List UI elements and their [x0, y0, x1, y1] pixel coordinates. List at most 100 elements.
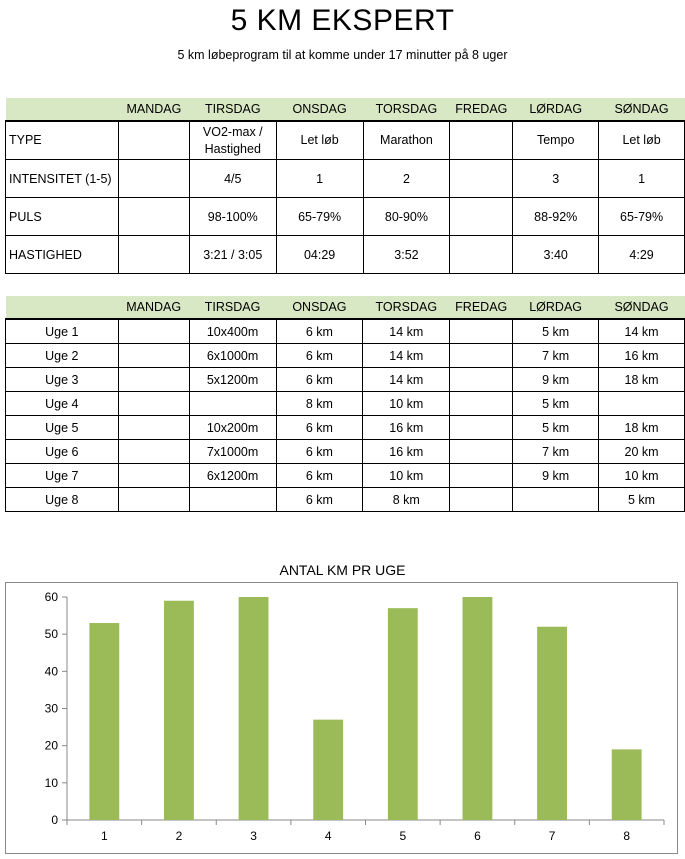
page-subtitle: 5 km løbeprogram til at komme under 17 m… — [177, 48, 508, 62]
header-row: MANDAG TIRSDAG ONSDAG TORSDAG FREDAG LØRDAG SØ… — [5, 98, 685, 121]
x-tick-label: 3 — [250, 829, 257, 843]
y-tick-label: 0 — [51, 813, 58, 827]
table-row: Uge 2 6x1000m 6 km 14 km 7 km 16 km — [5, 343, 685, 368]
table-cell: 3:21 / 3:05 — [188, 235, 277, 274]
table-row: INTENSITET (1-5) 4/5 1 2 3 1 — [5, 159, 685, 198]
table-cell: 14 km — [362, 343, 451, 368]
table-cell — [449, 391, 514, 416]
intensity-table: MANDAG TIRSDAG ONSDAG TORSDAG FREDAG LØRDAG SØ… — [5, 98, 685, 274]
table-cell: VO2-max / Hastighed — [188, 120, 277, 160]
day-header: ONSDAG — [276, 296, 363, 319]
table-cell: 5 km — [512, 391, 600, 416]
table-cell: 98-100% — [188, 197, 277, 236]
table-cell: 4:29 — [598, 235, 685, 274]
row-label: Uge 7 — [5, 463, 119, 488]
table-cell: 10 km — [362, 391, 451, 416]
row-label: Uge 6 — [5, 439, 119, 464]
day-header: ONSDAG — [276, 98, 364, 121]
table-cell — [188, 391, 277, 416]
bar — [164, 600, 194, 820]
table-row: Uge 3 5x1200m 6 km 14 km 9 km 18 km — [5, 367, 685, 392]
table-cell — [449, 367, 514, 392]
day-header: SØNDAG — [598, 98, 685, 121]
header-row: MANDAG TIRSDAG ONSDAG TORSDAG FREDAG LØRDAG SØ… — [5, 296, 685, 319]
table-cell — [117, 487, 190, 512]
day-header: MANDAG — [118, 98, 190, 121]
table-cell: 7 km — [512, 343, 600, 368]
table-cell: 7 km — [512, 439, 600, 464]
table-cell: 9 km — [512, 367, 600, 392]
table-cell — [512, 487, 600, 512]
bar — [462, 597, 493, 820]
table-cell: 14 km — [362, 367, 451, 392]
table-cell: 1 — [598, 159, 685, 198]
row-label: PULS — [5, 197, 119, 236]
bar — [313, 719, 344, 820]
x-tick-label: 1 — [101, 829, 108, 843]
table-cell: 14 km — [598, 318, 685, 344]
header-corner — [5, 98, 119, 121]
row-label: INTENSITET (1-5) — [5, 159, 119, 198]
table-cell — [117, 463, 190, 488]
table-cell — [117, 367, 190, 392]
table-cell: 4/5 — [188, 159, 277, 198]
day-header: FREDAG — [449, 296, 513, 319]
table-cell — [117, 343, 190, 368]
table-cell — [117, 235, 190, 274]
table-cell: 8 km — [275, 391, 364, 416]
table-cell: 6 km — [275, 439, 364, 464]
day-header: SØNDAG — [598, 296, 685, 319]
table-cell: 6 km — [275, 415, 364, 440]
table-cell — [117, 439, 190, 464]
day-header: LØRDAG — [512, 296, 599, 319]
table-cell: 3:40 — [512, 235, 600, 274]
x-tick-label: 7 — [549, 829, 556, 843]
x-tick-label: 6 — [474, 829, 481, 843]
table-cell: 1 — [275, 159, 364, 198]
table-cell — [117, 415, 190, 440]
table-cell — [449, 197, 514, 236]
table-cell — [598, 391, 685, 416]
table-cell: 18 km — [598, 415, 685, 440]
y-tick-label: 10 — [45, 776, 59, 790]
row-label: Uge 8 — [5, 487, 119, 512]
table-cell: 80-90% — [362, 197, 451, 236]
table-row: Uge 4 8 km 10 km 5 km — [5, 391, 685, 416]
bar — [238, 597, 269, 820]
chart-frame — [5, 582, 678, 854]
weekly-km-bar-chart: 0 10 20 30 40 50 60 1 2 3 4 5 6 7 8 — [45, 590, 665, 843]
row-label: Uge 2 — [5, 343, 119, 368]
table-row: Uge 6 7x1000m 6 km 16 km 7 km 20 km — [5, 439, 685, 464]
page-title: 5 KM EKSPERT — [230, 4, 455, 37]
x-tick-label: 8 — [623, 829, 630, 843]
table-cell — [449, 120, 514, 160]
table-cell: 6 km — [275, 343, 364, 368]
bar — [537, 626, 567, 820]
table-cell: Tempo — [512, 120, 600, 160]
table-cell: 6x1200m — [188, 463, 277, 488]
table-cell: 6 km — [275, 318, 364, 344]
table-row: Uge 5 10x200m 6 km 16 km 5 km 18 km — [5, 415, 685, 440]
table-cell — [449, 439, 514, 464]
x-tick-label: 5 — [399, 829, 406, 843]
day-header: TIRSDAG — [189, 296, 276, 319]
table-cell: 6x1000m — [188, 343, 277, 368]
table-cell: 16 km — [598, 343, 685, 368]
table-cell — [117, 391, 190, 416]
table-cell — [117, 159, 190, 198]
table-row: Uge 7 6x1200m 6 km 10 km 9 km 10 km — [5, 463, 685, 488]
row-label: Uge 5 — [5, 415, 119, 440]
x-tick-label: 4 — [325, 829, 332, 843]
table-cell — [449, 415, 514, 440]
table-cell: 65-79% — [598, 197, 685, 236]
table-cell: 10 km — [362, 463, 451, 488]
table-cell: Let løb — [275, 120, 364, 160]
day-header: TORSDAG — [362, 296, 450, 319]
table-row: HASTIGHED 3:21 / 3:05 04:29 3:52 3:40 4:29 — [5, 235, 685, 274]
x-tick-label: 2 — [176, 829, 183, 843]
table-cell: 10x200m — [188, 415, 277, 440]
table-cell: 16 km — [362, 415, 451, 440]
table-cell: 6 km — [275, 463, 364, 488]
table-cell: 16 km — [362, 439, 451, 464]
table-cell — [117, 197, 190, 236]
